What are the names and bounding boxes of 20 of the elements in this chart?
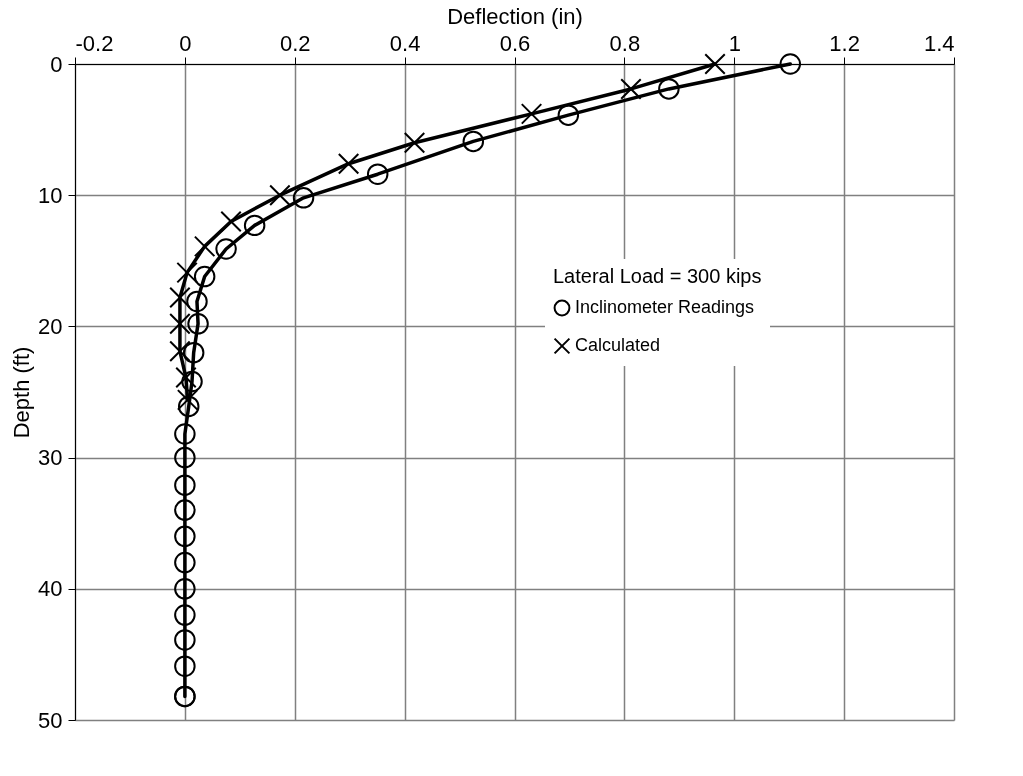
- x-tick-label: 1: [728, 30, 741, 56]
- x-tick-label: 0: [179, 30, 192, 56]
- y-tick-label: 40: [38, 576, 63, 602]
- x-tick-label: 0.6: [499, 30, 531, 56]
- y-tick-label: 10: [38, 182, 63, 208]
- legend-title: Lateral Load = 300 kips: [553, 265, 762, 287]
- x-tick-label: 0.8: [609, 30, 641, 56]
- x-tick-label: -0.2: [75, 30, 114, 56]
- x-tick-label: 0.2: [279, 30, 311, 56]
- y-axis-title: Depth (ft): [9, 346, 35, 439]
- x-tick-label: 1.4: [923, 30, 955, 56]
- y-tick-label: 20: [38, 313, 63, 339]
- x-axis-title: Deflection (in): [447, 3, 583, 29]
- legend-label: Inclinometer Readings: [575, 297, 755, 317]
- y-tick-label: 50: [38, 707, 63, 733]
- y-tick-label: 30: [38, 445, 63, 471]
- y-tick-label: 0: [50, 51, 63, 77]
- x-tick-label: 1.2: [829, 30, 860, 56]
- x-tick-label: 0.4: [389, 30, 421, 56]
- legend-label: Calculated: [575, 335, 661, 355]
